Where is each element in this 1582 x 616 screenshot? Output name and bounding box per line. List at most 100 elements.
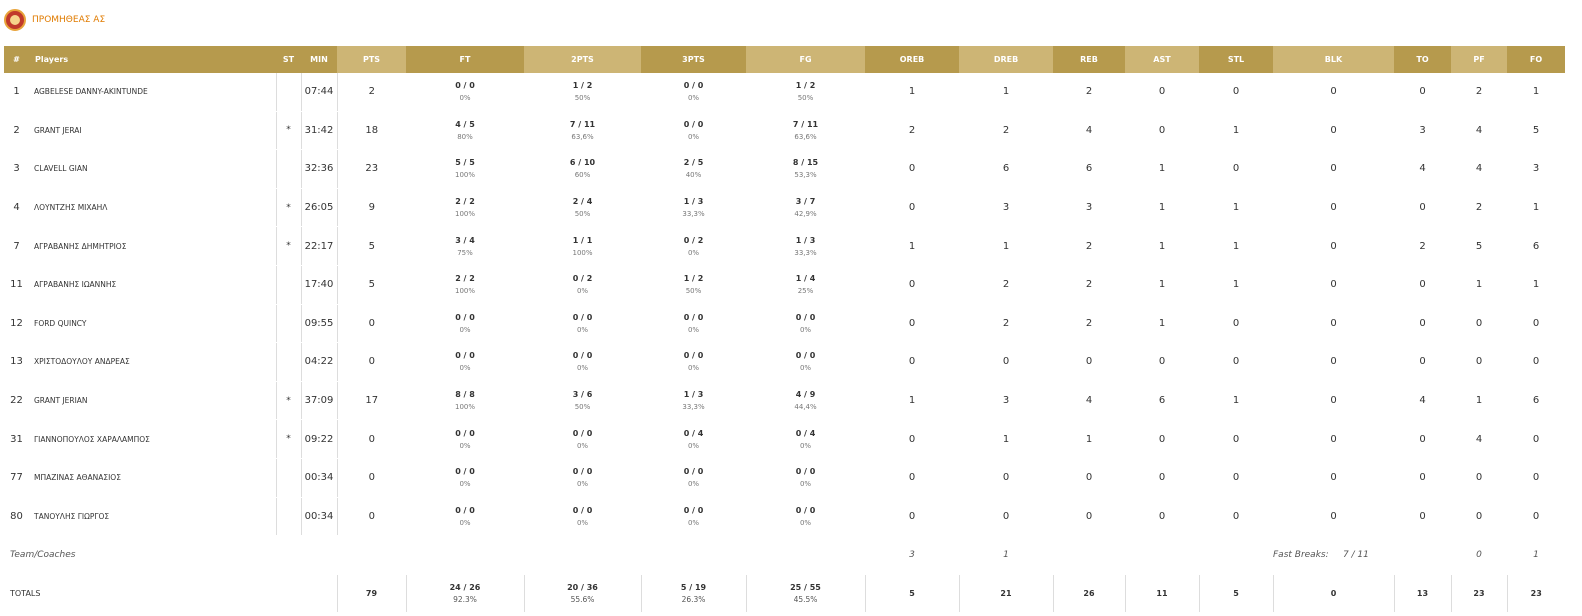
col-header-stl[interactable]: STL [1199,46,1273,73]
player-3pts: 1 / 3 33,3% [641,381,746,421]
player-3pts: 0 / 4 0% [641,419,746,459]
player-fg-pct: 53,3% [794,171,817,180]
player-stl: 1 [1199,111,1273,151]
player-name[interactable]: ΑΓΡΑΒΑΝΗΣ ΔΗΜΗΤΡΙΟΣ [29,226,276,266]
player-to: 0 [1394,188,1451,228]
player-2pts-pct: 0% [576,325,589,334]
totals-fo: 23 [1506,573,1565,614]
player-fg-made: 8 / 15 [792,158,819,168]
player-fg-made: 0 / 4 [795,428,816,438]
player-reb: 4 [1053,111,1125,151]
player-ft: 0 / 0 0% [406,304,524,344]
player-ast: 0 [1125,497,1199,537]
player-dreb: 6 [959,149,1053,189]
table-row: 31 ΓΙΑΝΝΟΠΟΥΛΟΣ ΧΑΡΑΛΑΜΠΟΣ * 09:22 0 0 / 0 0% 0… [4,419,1565,459]
player-3pts-made: 0 / 0 [683,467,704,477]
player-number: 80 [4,497,29,537]
player-points: 5 [337,265,406,305]
col-header-oreb[interactable]: OREB [865,46,959,73]
player-ft-made: 0 / 0 [455,81,475,91]
totals-fg-made: 25 / 55 [790,583,821,593]
col-header-pf[interactable]: PF [1451,46,1507,73]
col-header-st[interactable]: ST [276,46,301,73]
player-reb: 2 [1053,73,1125,112]
player-minutes: 26:05 [301,188,338,228]
col-header-fo[interactable]: FO [1507,46,1565,73]
player-ft-made: 3 / 4 [455,235,475,245]
player-name[interactable]: GRANT JERAI [29,111,276,151]
player-3pts-made: 0 / 2 [683,235,704,245]
player-ft-pct: 0% [459,480,471,489]
player-2pts: 0 / 0 0% [524,342,641,382]
player-fg-made: 4 / 9 [795,390,816,400]
col-header-ast[interactable]: AST [1125,46,1199,73]
player-minutes: 04:22 [301,342,338,382]
totals-ft-pct: 92.3% [453,595,477,605]
player-2pts-made: 6 / 10 [569,158,596,168]
player-ast: 0 [1125,419,1199,459]
player-2pts: 0 / 0 0% [524,304,641,344]
player-name[interactable]: ΜΠΑΖΙΝΑΣ ΑΘΑΝΑΣΙΟΣ [29,458,276,498]
team-name[interactable]: ΠΡΟΜΗΘΕΑΣ ΑΣ [32,15,106,25]
player-number: 4 [4,188,29,228]
player-ft: 0 / 0 0% [406,73,524,112]
player-fg-made: 0 / 0 [795,505,816,515]
col-header-dreb[interactable]: DREB [959,46,1053,73]
col-header-blk[interactable]: BLK [1273,46,1394,73]
player-number: 22 [4,381,29,421]
player-name[interactable]: ΛΟΥΝΤΖΗΣ ΜΙΧΑΗΛ [29,188,276,228]
col-header-number[interactable]: # [4,46,29,73]
player-ft-made: 0 / 0 [455,467,475,477]
starter-marker: * [275,111,302,151]
player-2pts-pct: 63,6% [571,132,594,141]
player-2pts: 3 / 6 50% [524,381,641,421]
player-3pts: 0 / 0 0% [641,73,746,112]
col-header-fg[interactable]: FG [746,46,865,73]
player-name[interactable]: ΓΙΑΝΝΟΠΟΥΛΟΣ ΧΑΡΑΛΑΜΠΟΣ [29,419,276,459]
player-3pts: 0 / 0 0% [641,458,746,498]
player-name[interactable]: ΧΡΙΣΤΟΔΟΥΛΟΥ ΑΝΔΡΕΑΣ [29,342,276,382]
col-header-min[interactable]: MIN [301,46,337,73]
player-name[interactable]: GRANT JERIAN [29,381,276,421]
player-dreb: 0 [959,342,1053,382]
player-name[interactable]: AGBELESE DANNY-AKINTUNDE [29,73,276,112]
player-2pts: 0 / 0 0% [524,458,641,498]
player-ft-pct: 100% [454,171,475,180]
player-ft-made: 4 / 5 [455,119,475,129]
player-fg-pct: 42,9% [794,210,817,219]
table-row: 80 ΤΑΝΟΥΛΗΣ ΓΙΩΡΓΟΣ 00:34 0 0 / 0 0% 0 / 0 0% 0 … [4,497,1565,537]
player-2pts-made: 0 / 2 [572,274,593,284]
player-2pts-made: 0 / 0 [572,428,593,438]
player-3pts-made: 0 / 0 [683,81,704,91]
team-dreb: 1 [959,535,1053,575]
col-header-reb[interactable]: REB [1053,46,1125,73]
player-blk: 0 [1273,419,1394,459]
col-header-2pts[interactable]: 2PTS [524,46,641,73]
player-name[interactable]: ΤΑΝΟΥΛΗΣ ΓΙΩΡΓΟΣ [29,497,276,537]
player-ft: 4 / 5 80% [406,111,524,151]
totals-pts: 79 [336,573,406,614]
player-points: 5 [337,226,406,266]
col-header-players[interactable]: Players [29,46,276,73]
col-header-ft[interactable]: FT [406,46,524,73]
player-pf: 0 [1451,304,1507,344]
col-header-pts[interactable]: PTS [337,46,406,73]
player-ft-pct: 100% [454,287,475,296]
player-2pts: 0 / 0 0% [524,497,641,537]
player-name[interactable]: CLAVELL GIAN [29,149,276,189]
col-header-to[interactable]: TO [1394,46,1451,73]
player-fg: 7 / 11 63,6% [746,111,865,151]
player-name[interactable]: FORD QUINCY [29,304,276,344]
player-ft-made: 8 / 8 [455,390,475,400]
player-3pts-pct: 0% [687,518,700,527]
player-ft: 0 / 0 0% [406,497,524,537]
starter-marker [275,265,302,305]
player-2pts-made: 0 / 0 [572,467,593,477]
starter-marker: * [275,188,302,228]
col-header-3pts[interactable]: 3PTS [641,46,746,73]
totals-2pts: 20 / 36 55.6% [523,573,641,614]
player-to: 2 [1394,226,1451,266]
player-reb: 3 [1053,188,1125,228]
player-name[interactable]: ΑΓΡΑΒΑΝΗΣ ΙΩΑΝΝΗΣ [29,265,276,305]
player-ft-made: 2 / 2 [455,274,475,284]
